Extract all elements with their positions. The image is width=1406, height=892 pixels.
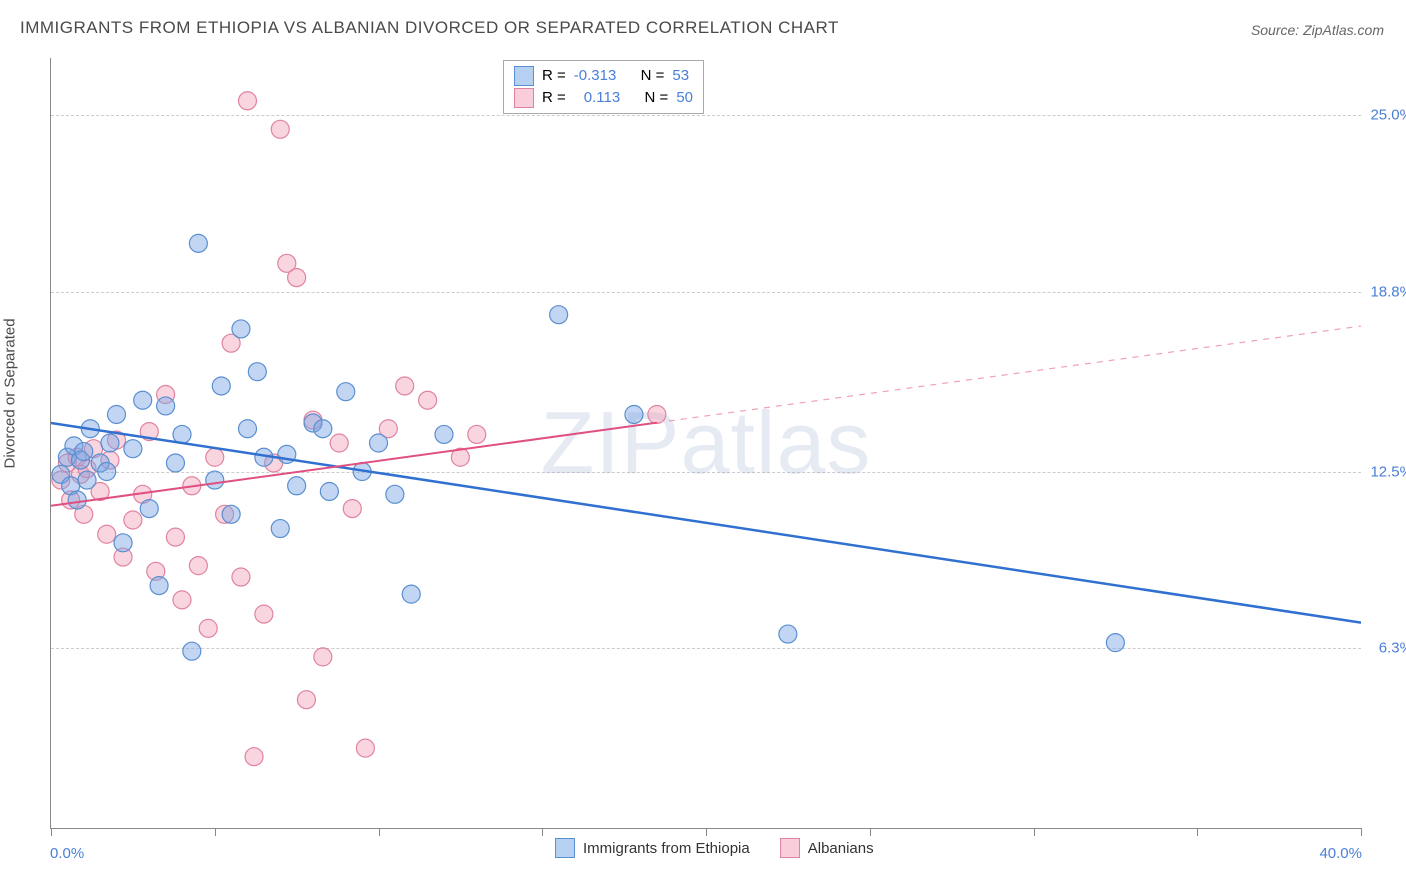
- chart-title: IMMIGRANTS FROM ETHIOPIA VS ALBANIAN DIV…: [20, 18, 839, 38]
- y-axis-title: Divorced or Separated: [2, 318, 19, 468]
- legend-n-value-albanians: 50: [676, 87, 693, 109]
- x-tick: [215, 828, 216, 836]
- legend-r-label: R =: [542, 87, 566, 109]
- gridline: [51, 472, 1361, 473]
- swatch-albanians-icon: [514, 88, 534, 108]
- x-tick: [706, 828, 707, 836]
- x-axis-max-label: 40.0%: [1319, 845, 1362, 862]
- legend-n-label: N =: [641, 65, 665, 87]
- swatch-ethiopia-icon: [514, 66, 534, 86]
- x-tick: [1197, 828, 1198, 836]
- legend-r-value-albanians: 0.113: [574, 87, 620, 109]
- y-tick-label: 18.8%: [1370, 283, 1406, 300]
- scatter-svg: [51, 58, 1361, 828]
- legend-n-label: N =: [645, 87, 669, 109]
- source-label: Source: ZipAtlas.com: [1251, 22, 1384, 38]
- legend-r-value-ethiopia: -0.313: [574, 65, 617, 87]
- legend-row-ethiopia: R = -0.313 N = 53: [514, 65, 693, 87]
- x-tick: [870, 828, 871, 836]
- gridline: [51, 292, 1361, 293]
- legend-item-ethiopia: Immigrants from Ethiopia: [555, 838, 750, 858]
- y-tick-label: 12.5%: [1370, 463, 1406, 480]
- plot-area: ZIPatlas R = -0.313 N = 53 R = 0.113 N =…: [50, 58, 1361, 829]
- swatch-albanians-icon: [780, 838, 800, 858]
- x-tick: [1034, 828, 1035, 836]
- x-tick: [51, 828, 52, 836]
- x-tick: [379, 828, 380, 836]
- x-axis-min-label: 0.0%: [50, 845, 84, 862]
- legend-r-label: R =: [542, 65, 566, 87]
- legend-n-value-ethiopia: 53: [672, 65, 689, 87]
- legend-row-albanians: R = 0.113 N = 50: [514, 87, 693, 109]
- legend-label-albanians: Albanians: [808, 840, 874, 857]
- legend-item-albanians: Albanians: [780, 838, 874, 858]
- y-tick-label: 25.0%: [1370, 107, 1406, 124]
- legend-correlation-box: R = -0.313 N = 53 R = 0.113 N = 50: [503, 60, 704, 114]
- watermark: ZIPatlas: [541, 392, 872, 494]
- swatch-ethiopia-icon: [555, 838, 575, 858]
- gridline: [51, 648, 1361, 649]
- x-tick: [542, 828, 543, 836]
- gridline: [51, 115, 1361, 116]
- y-tick-label: 6.3%: [1379, 640, 1406, 657]
- x-tick: [1361, 828, 1362, 836]
- legend-bottom: Immigrants from Ethiopia Albanians: [555, 838, 874, 858]
- legend-label-ethiopia: Immigrants from Ethiopia: [583, 840, 750, 857]
